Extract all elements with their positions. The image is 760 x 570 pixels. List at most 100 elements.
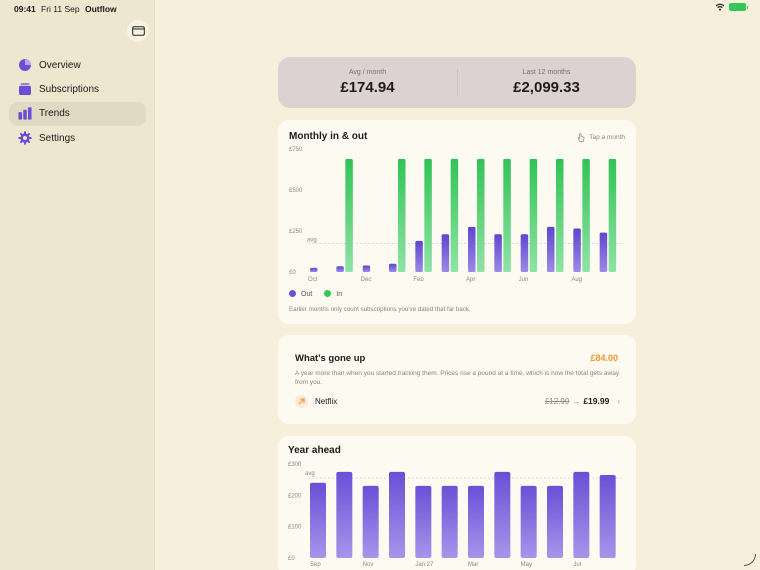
bar-in[interactable] — [424, 158, 432, 272]
x-tick-label: Oct — [308, 277, 318, 283]
monthly-footnote: Earlier months only count subscriptions … — [289, 306, 471, 313]
legend-in: In — [324, 290, 342, 298]
bar-chart-icon — [18, 107, 32, 121]
bar-year-ahead[interactable] — [494, 471, 511, 558]
bar-year-ahead[interactable] — [415, 485, 432, 558]
sidebar-toggle-button[interactable] — [127, 20, 149, 42]
tap-hint-label: Tap a month — [589, 134, 625, 141]
bar-out[interactable] — [494, 234, 502, 272]
avg-label: avg — [307, 237, 317, 243]
stats-divider — [457, 69, 458, 96]
price-increase-row[interactable]: Netflix £12.99 → £19.99 › — [295, 394, 620, 408]
x-tick-label: Mar — [468, 562, 478, 568]
stack-icon — [18, 82, 32, 96]
bar-year-ahead[interactable] — [599, 474, 616, 558]
stat-value: £2,099.33 — [513, 79, 580, 96]
gone-up-amount: £84.00 — [590, 353, 618, 363]
x-tick-label: Dec — [361, 277, 372, 283]
bar-out[interactable] — [415, 240, 423, 272]
status-icons — [715, 3, 748, 11]
bar-year-ahead[interactable] — [362, 485, 379, 558]
legend-out-swatch — [289, 290, 296, 297]
x-tick-label: Jan 27 — [415, 562, 434, 568]
pie-chart-icon — [18, 58, 32, 72]
bar-out[interactable] — [599, 232, 608, 272]
bar-in[interactable] — [345, 158, 353, 272]
stat-label: Last 12 months — [522, 69, 571, 76]
sidebar-item-label: Subscriptions — [39, 83, 100, 95]
sidebar-nav: Overview Subscriptions Trends Settings — [9, 53, 146, 151]
y-tick-label: £0 — [288, 556, 295, 562]
bar-in[interactable] — [503, 158, 511, 272]
bar-year-ahead[interactable] — [468, 485, 484, 558]
legend-out-label: Out — [301, 291, 313, 298]
tap-icon — [577, 133, 585, 142]
bar-year-ahead[interactable] — [310, 482, 326, 558]
gone-up-description: A year more than when you started tracki… — [295, 370, 620, 386]
status-bar: 09:41 Fri 11 Sep Outflow — [0, 0, 760, 18]
sidebar-item-label: Overview — [39, 59, 81, 71]
gone-up-title: What's gone up — [295, 353, 366, 364]
x-tick-label: Feb — [413, 277, 424, 283]
subscription-name: Netflix — [315, 396, 338, 406]
sidebar-item-overview[interactable]: Overview — [9, 53, 146, 77]
battery-icon — [729, 3, 748, 11]
bar-in[interactable] — [608, 158, 617, 272]
y-tick-label: £750 — [289, 147, 303, 153]
bar-out[interactable] — [362, 265, 371, 272]
bar-year-ahead[interactable] — [547, 485, 563, 558]
price-change: £12.99 → £19.99 › — [545, 396, 620, 406]
x-tick-label: May — [521, 562, 532, 568]
stat-last-12-months: Last 12 months £2,099.33 — [457, 57, 636, 108]
legend-out: Out — [289, 290, 312, 298]
bar-in[interactable] — [529, 158, 538, 272]
stat-avg-month: Avg / month £174.94 — [278, 57, 457, 108]
stat-value: £174.94 — [340, 79, 395, 96]
new-price: £19.99 — [583, 396, 610, 406]
legend-in-swatch — [324, 290, 332, 297]
monthly-chart[interactable]: £0 £250 £500 £750 avg Oct Dec Feb Apr Jun Aug — [278, 144, 636, 284]
bar-year-ahead[interactable] — [520, 485, 537, 558]
sidebar-toggle-icon — [131, 26, 145, 36]
y-tick-label: £300 — [288, 462, 302, 468]
status-time: 09:41 — [14, 4, 36, 14]
gone-up-card: What's gone up £84.00 A year more than w… — [278, 335, 636, 424]
x-tick-label: Nov — [363, 562, 374, 568]
old-price: £12.99 — [544, 396, 570, 406]
bar-year-ahead[interactable] — [389, 471, 405, 558]
sidebar-item-trends[interactable]: Trends — [9, 101, 146, 126]
sidebar-item-label: Settings — [39, 132, 76, 144]
status-app-name: Outflow — [85, 4, 117, 14]
bar-out[interactable] — [336, 266, 344, 272]
sidebar-item-label: Trends — [39, 108, 70, 120]
bar-year-ahead[interactable] — [441, 485, 458, 558]
bar-year-ahead[interactable] — [573, 471, 590, 558]
bar-out[interactable] — [468, 226, 476, 272]
monthly-card[interactable]: Monthly in & out Tap a month £0 £250 £500 £… — [278, 120, 636, 324]
bar-year-ahead[interactable] — [336, 471, 353, 558]
sidebar-item-settings[interactable]: Settings — [9, 126, 146, 150]
y-tick-label: £200 — [288, 493, 302, 499]
y-tick-label: £250 — [289, 229, 303, 235]
y-tick-label: £100 — [288, 525, 302, 531]
bar-out[interactable] — [441, 234, 450, 272]
bar-out[interactable] — [389, 263, 397, 272]
x-tick-label: Sep — [310, 562, 321, 568]
year-ahead-card[interactable]: Year ahead £0 £100 £200 £300 avg Sep Nov Jan 27… — [278, 436, 636, 570]
bar-out[interactable] — [547, 226, 555, 272]
sidebar: Overview Subscriptions Trends Settings — [0, 0, 155, 570]
sidebar-item-subscriptions[interactable]: Subscriptions — [9, 77, 146, 101]
bar-in[interactable] — [450, 158, 459, 272]
stats-card: Avg / month £174.94 Last 12 months £2,09… — [278, 57, 636, 108]
bar-out[interactable] — [520, 234, 529, 272]
monthly-legend: Out In — [289, 290, 342, 298]
bar-in[interactable] — [398, 158, 406, 272]
y-tick-label: £500 — [289, 188, 303, 194]
bar-in[interactable] — [582, 158, 590, 272]
bar-in[interactable] — [477, 158, 485, 272]
y-tick-label: £0 — [289, 270, 296, 276]
bar-out[interactable] — [573, 228, 581, 272]
bar-out[interactable] — [310, 267, 318, 272]
bar-in[interactable] — [556, 158, 564, 272]
